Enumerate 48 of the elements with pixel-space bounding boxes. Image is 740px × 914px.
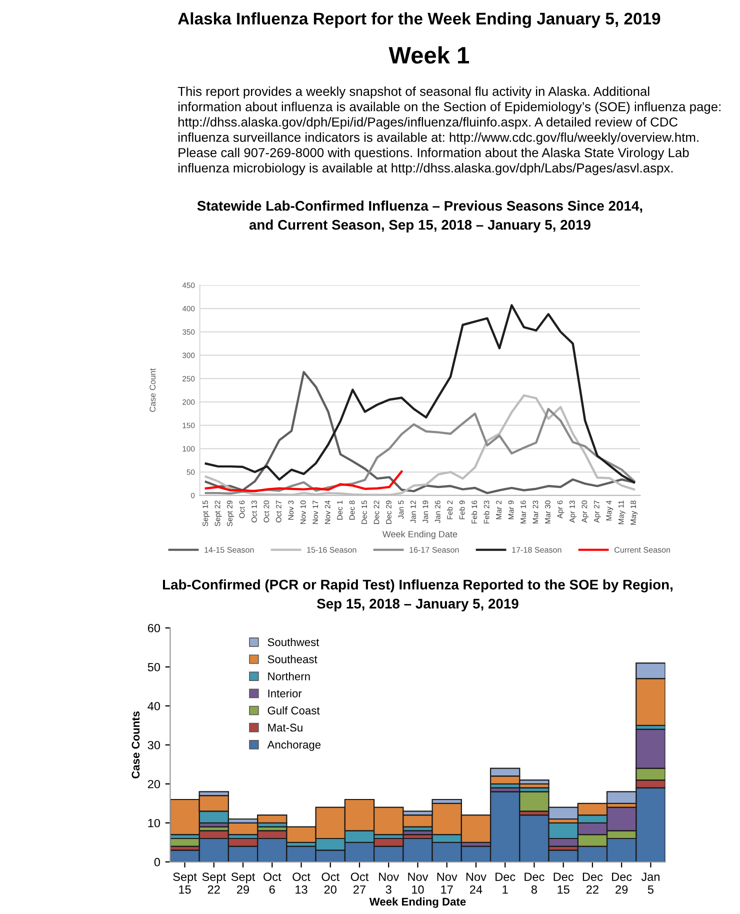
x-tick-label: Jan 5 (641, 872, 660, 894)
y-axis-title: Case Counts (132, 711, 140, 778)
text: This report provides a weekly snapshot of seasonal flu activity in Alaska. Additional information about influenza is available on the Section of Epidemiology’s (SOE) influenza page: http://dhss.alaska.gov/dph/Epi/id/Pages/influenza/fluinfo.aspx. A detailed review of CDC influenza surveillance indicators is available at: http://www.cdc.gov/flu/weekly/overview.htm. Please call 907-269-8000 with questions. Information about the Alaska State Virology Lab influenza microbiology is available at http://dhss.alaska.gov/dph/Labs/Pages/asvl.aspx. (178, 86, 720, 176)
x-tick-label: Oct 13 (292, 872, 310, 894)
x-tick-label: Nov 10 (408, 872, 428, 894)
x-tick-label: Dec 22 (582, 872, 603, 894)
x-tick-label: Dec 29 (612, 872, 632, 894)
legend-label: Southeast (268, 655, 318, 664)
legend-label: Mat-Su (268, 724, 302, 732)
line-series (204, 470, 403, 492)
x-tick-label: Dec 15 (554, 872, 574, 894)
x-tick-label: Nov 3 (379, 872, 400, 894)
legend-label: Anchorage (267, 740, 321, 751)
text: Week 1 (388, 46, 470, 64)
legend-label: Gulf Coast (268, 706, 320, 714)
legend-label: 14-15 Season (204, 546, 254, 553)
x-tick-label: Nov 17 (437, 872, 458, 894)
legend-label: 16-17 Season (410, 546, 459, 553)
y-tick-label: 0 (154, 858, 160, 866)
legend-label: Northern (268, 672, 310, 680)
y-tick-label: 20 (148, 780, 160, 788)
x-tick-label: Sept 15 (173, 872, 197, 894)
line-series (204, 304, 636, 484)
y-tick-label: 30 (148, 740, 160, 750)
x-tick-label: Sept 22 (202, 872, 226, 894)
x-tick-label: Oct 20 (322, 872, 340, 894)
y-axis-title: Case Count (150, 368, 156, 412)
x-tick-label: Oct 6 (264, 872, 282, 894)
y-tick-label: 60 (148, 624, 160, 632)
x-tick-label: Sept 29 (231, 872, 256, 894)
legend-label: 17-18 Season (512, 546, 562, 553)
legend-label: Interior (268, 689, 302, 698)
y-tick-label: 50 (148, 662, 160, 672)
legend-label: Current Season (614, 546, 670, 553)
x-tick-label: Nov 24 (466, 872, 486, 894)
chart-title: Statewide Lab-Confirmed Influenza – Previous Seasons Since 2014, and Current Season, Sep 15, 2018 – January 5, 2019 (197, 200, 642, 232)
chart-title: Lab-Confirmed (PCR or Rapid Test) Influenza Reported to the SOE by Region, Sep 15, 2018 – January 5, 2019 (163, 579, 672, 612)
legend-label: 15-16 Season (307, 546, 356, 553)
x-axis-title: Week Ending Date (369, 897, 466, 908)
x-axis-title: Week Ending Date (382, 530, 458, 540)
legend-label: Southwest (268, 638, 320, 646)
x-tick-label: Oct 27 (350, 872, 369, 894)
x-tick-label: Dec 8 (524, 872, 544, 894)
line-series (204, 370, 636, 494)
text: Alaska Influenza Report for the Week Ending January 5, 2019 (178, 12, 660, 28)
y-tick-label: 40 (148, 702, 160, 710)
x-tick-label: Dec 1 (496, 872, 516, 894)
y-tick-label: 10 (148, 818, 160, 828)
